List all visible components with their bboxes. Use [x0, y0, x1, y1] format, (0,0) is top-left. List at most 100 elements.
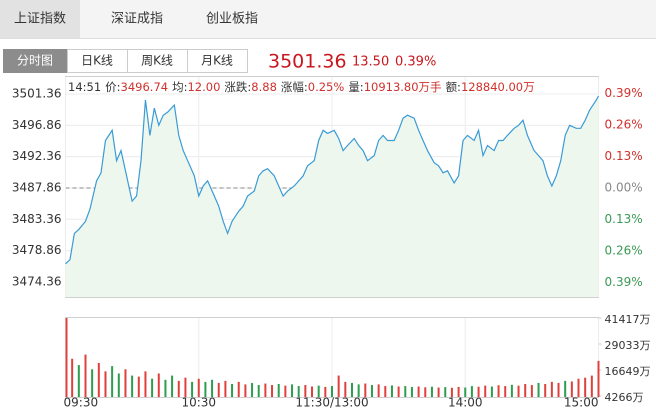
- volume-bar: [137, 376, 140, 397]
- price-panel: 3501.36 3496.86 3492.36 3487.86 3483.36 3478.…: [12, 77, 643, 408]
- x-tick-label: 15:00: [564, 396, 599, 408]
- active-tab-bg: [0, 0, 80, 38]
- volume-bar: [171, 375, 174, 397]
- info-value: 12.00: [187, 80, 220, 94]
- volume-bar: [410, 386, 413, 397]
- volume-bar: [91, 369, 94, 397]
- volume-bar: [271, 385, 274, 397]
- info-label: 额:: [446, 80, 461, 94]
- volume-bar: [104, 371, 107, 397]
- info-label: 涨幅:: [281, 80, 308, 94]
- info-time: 14:51: [68, 80, 101, 94]
- volume-bar: [464, 387, 467, 397]
- volume-bar: [97, 362, 100, 397]
- volume-bar: [457, 386, 460, 397]
- volume-bar: [177, 380, 180, 397]
- volume-bar: [304, 385, 307, 397]
- info-label: 量:: [348, 80, 363, 94]
- volume-bar: [284, 385, 287, 397]
- volume-bar: [197, 378, 200, 397]
- info-label: 涨跌:: [224, 80, 251, 94]
- tab[interactable]: 创业板指: [206, 12, 258, 27]
- tab-bar: [0, 0, 656, 38]
- info-label: 价:: [105, 80, 120, 94]
- info-label: 均:: [172, 80, 187, 94]
- y-tick-label: 29033万: [605, 339, 651, 352]
- volume-bar: [277, 383, 280, 397]
- x-tick-label: 11:30/13:00: [295, 396, 368, 408]
- volume-bar: [237, 381, 240, 397]
- info-value: 3496.74: [121, 80, 169, 94]
- view-tab[interactable]: 月K线: [201, 54, 233, 68]
- quote-percent: 0.39%: [395, 55, 436, 70]
- volume-bar: [577, 378, 580, 397]
- volume-panel: 41417万 29033万 16649万 4266万: [65, 313, 651, 404]
- volume-bar: [550, 381, 553, 397]
- volume-bar: [470, 386, 473, 397]
- volume-bar: [510, 384, 513, 397]
- volume-bar: [111, 366, 114, 397]
- volume-bar: [151, 378, 154, 397]
- volume-bar: [477, 386, 480, 397]
- tab[interactable]: 上证指数: [14, 12, 66, 27]
- volume-bar: [251, 382, 254, 397]
- volume-bar: [224, 380, 227, 397]
- volume-bar: [384, 386, 387, 397]
- view-tab[interactable]: 日K线: [81, 54, 113, 68]
- volume-bar: [84, 354, 87, 397]
- volume-bar: [490, 386, 493, 397]
- volume-bar: [517, 385, 520, 397]
- volume-bar: [331, 386, 333, 397]
- y2-tick-label: 0.00%: [605, 180, 643, 194]
- y-tick-label: 41417万: [605, 313, 651, 326]
- x-tick-label: 14:00: [448, 396, 483, 408]
- volume-bar: [537, 382, 540, 397]
- x-tick-label: 10:30: [181, 396, 216, 408]
- quote-price: 3501.36: [268, 51, 347, 73]
- y2-tick-label: 0.39%: [605, 275, 643, 289]
- y2-tick-label: 0.39%: [605, 86, 643, 100]
- volume-bar: [344, 381, 347, 397]
- volume-bar: [244, 384, 247, 397]
- price-area: [65, 96, 599, 297]
- volume-bar: [544, 383, 547, 397]
- volume-bar: [131, 375, 134, 397]
- volume-bar: [424, 387, 427, 397]
- volume-bar: [584, 377, 587, 397]
- volume-bar: [437, 387, 440, 397]
- volume-bar: [124, 369, 127, 397]
- y-tick-label: 3478.86: [12, 243, 62, 257]
- y2-tick-label: 0.26%: [605, 117, 643, 131]
- y-tick-label: 4266万: [605, 391, 644, 404]
- volume-bar: [191, 381, 194, 397]
- y2-tick-label: 0.13%: [605, 212, 643, 226]
- volume-bar: [291, 384, 294, 397]
- x-tick-label: 09:30: [64, 396, 99, 408]
- y2-tick-label: 0.26%: [605, 244, 643, 258]
- price-line: [65, 95, 600, 265]
- volume-bar: [324, 386, 327, 397]
- y-tick-label: 3474.36: [12, 274, 62, 288]
- y-tick-label: 3483.36: [12, 212, 62, 226]
- view-tab-bg: [187, 49, 248, 73]
- volume-bar: [444, 387, 447, 397]
- quote-change: 13.50: [352, 55, 389, 70]
- volume-bar: [350, 382, 353, 397]
- volume-bar: [504, 386, 507, 397]
- volume-bar: [570, 381, 573, 397]
- tab[interactable]: 深证成指: [111, 12, 163, 27]
- info-value: 8.88: [251, 80, 277, 94]
- view-tab[interactable]: 周K线: [141, 54, 173, 68]
- volume-bar: [524, 383, 527, 397]
- volume-bar: [370, 385, 373, 397]
- info-value: 10913.80万手: [364, 80, 442, 94]
- volume-bar: [217, 382, 220, 397]
- info-line: 14:51 价:3496.74 均:12.00 涨跌:8.88 涨幅:0.25% 量:10…: [68, 80, 535, 94]
- view-tab[interactable]: 分时图: [17, 54, 53, 68]
- volume-bar: [450, 387, 453, 397]
- volume-bar: [337, 375, 340, 397]
- volume-bar: [211, 379, 214, 397]
- volume-bar: [144, 371, 147, 397]
- volume-bar: [317, 385, 320, 397]
